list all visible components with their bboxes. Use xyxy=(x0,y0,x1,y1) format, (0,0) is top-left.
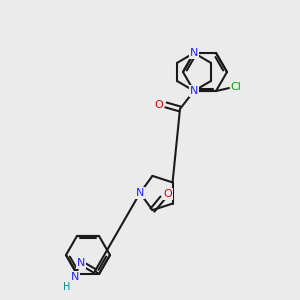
Text: N: N xyxy=(136,188,144,198)
Text: Cl: Cl xyxy=(231,82,242,92)
Text: N: N xyxy=(190,48,198,58)
Text: N: N xyxy=(190,86,198,96)
Text: O: O xyxy=(163,189,172,199)
Text: H: H xyxy=(63,282,71,292)
Text: N: N xyxy=(71,272,79,282)
Text: N: N xyxy=(77,258,85,268)
Text: O: O xyxy=(154,100,164,110)
